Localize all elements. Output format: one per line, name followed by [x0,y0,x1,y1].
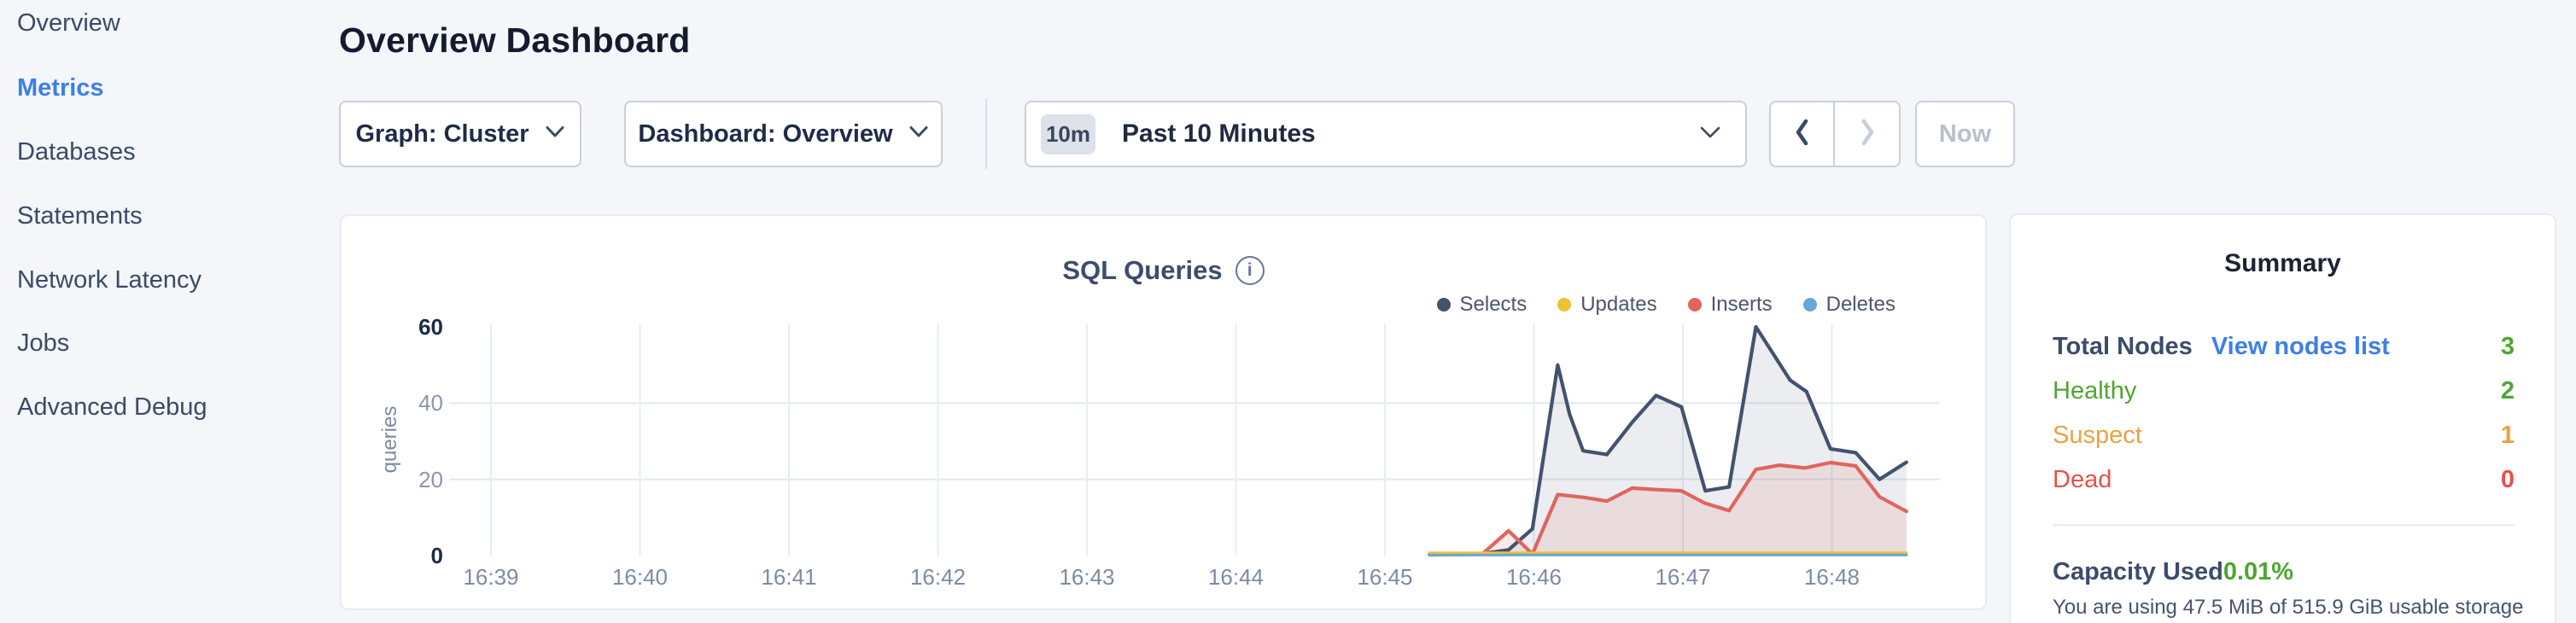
graph-dropdown-label: Graph: Cluster [355,119,529,148]
sidebar: Overview Metrics Databases Statements Ne… [0,0,338,623]
y-axis-tick-label: 40 [418,390,443,416]
dashboard-dropdown[interactable]: Dashboard: Overview [624,101,943,167]
capacity-note: You are using 47.5 MiB of 515.9 GiB usab… [2053,596,2524,623]
chevron-down-icon [1699,125,1721,143]
x-axis-tick-label: 16:39 [463,564,519,590]
x-axis-tick-label: 16:46 [1505,564,1563,590]
suspect-value: 1 [2500,421,2515,449]
page-title: Overview Dashboard [339,20,691,60]
legend-dot-icon [1436,298,1451,312]
info-icon[interactable]: i [1235,256,1265,285]
x-axis-tick-label: 16:40 [611,564,669,590]
toolbar-divider [985,99,987,169]
sidebar-item-jobs[interactable]: Jobs [17,329,70,357]
time-range-selector[interactable]: 10m Past 10 Minutes [1025,101,1747,167]
x-axis-tick-label: 16:44 [1207,564,1265,590]
total-nodes-value: 3 [2500,332,2515,360]
legend-item-inserts: Inserts [1687,293,1773,317]
time-range-label: Past 10 Minutes [1122,119,1316,148]
suspect-label: Suspect [2053,421,2142,449]
selects-series-area [1429,327,1907,556]
summary-panel: Summary Total Nodes View nodes list 3 He… [2009,213,2556,623]
legend-item-deletes: Deletes [1802,293,1895,317]
sidebar-item-overview[interactable]: Overview [17,9,120,37]
chevron-down-icon [545,125,565,143]
capacity-used-row: Capacity Used 0.01% [2053,550,2515,594]
chart-title: SQL Queries [1062,255,1223,285]
dead-label: Dead [2053,465,2112,493]
x-axis-tick-label: 16:48 [1803,564,1860,590]
legend-dot-icon [1802,298,1817,312]
total-nodes-label: Total Nodes [2053,332,2193,360]
sql-queries-plot: 60 40 20 0 16:39 16:40 16:41 16:42 16:43 16:44 16… [342,216,1989,612]
dead-value: 0 [2500,465,2515,493]
x-axis-tick-label: 16:42 [909,564,967,590]
sidebar-item-metrics[interactable]: Metrics [17,74,104,102]
legend-dot-icon [1687,298,1702,312]
y-axis-tick-label: 0 [430,543,443,568]
y-axis-unit-label: queries [378,405,401,474]
next-time-button[interactable] [1835,102,1899,166]
legend-item-selects: Selects [1436,293,1527,317]
sidebar-item-advanced-debug[interactable]: Advanced Debug [17,393,207,421]
legend-label: Inserts [1710,293,1773,316]
chevron-left-icon [1791,118,1814,151]
now-button-label: Now [1938,119,1992,148]
healthy-label: Healthy [2053,376,2137,405]
sidebar-item-databases[interactable]: Databases [17,138,136,166]
summary-title: Summary [2224,249,2341,277]
graph-dropdown[interactable]: Graph: Cluster [339,101,581,167]
selects-series-line [1428,324,1908,556]
time-step-buttons [1769,101,1901,167]
y-axis-tick-label: 60 [418,313,443,340]
chart-legend: Selects Updates Inserts Deletes [1436,293,1895,317]
sql-queries-chart [449,324,1940,557]
x-axis-tick-label: 16:47 [1655,564,1711,590]
suspect-nodes-row: Suspect 1 [2053,413,2515,457]
dashboard-dropdown-label: Dashboard: Overview [638,119,893,148]
previous-time-button[interactable] [1771,102,1835,166]
inserts-series-area [1429,463,1907,556]
view-nodes-list-link[interactable]: View nodes list [2211,332,2390,360]
dead-nodes-row: Dead 0 [2053,457,2515,502]
x-axis-tick-label: 16:43 [1059,564,1115,590]
total-nodes-row: Total Nodes View nodes list 3 [2053,324,2515,369]
legend-item-updates: Updates [1557,293,1657,317]
legend-label: Deletes [1825,293,1895,316]
now-button[interactable]: Now [1915,101,2015,167]
legend-label: Updates [1580,293,1657,316]
healthy-value: 2 [2500,376,2515,405]
summary-divider [2053,524,2515,526]
sql-queries-chart-card: 60 40 20 0 16:39 16:40 16:41 16:42 16:43 16:44 16… [340,214,1987,610]
sidebar-item-network-latency[interactable]: Network Latency [17,266,202,294]
healthy-nodes-row: Healthy 2 [2053,369,2515,413]
chevron-right-icon [1856,118,1878,151]
x-axis-tick-label: 16:45 [1357,564,1413,590]
x-axis-tick-label: 16:41 [761,564,817,590]
sidebar-item-statements[interactable]: Statements [17,202,143,230]
capacity-used-label: Capacity Used [2053,557,2223,585]
capacity-used-value: 0.01% [2223,557,2294,585]
legend-label: Selects [1459,293,1527,316]
chevron-down-icon [908,125,929,143]
legend-dot-icon [1557,298,1572,312]
time-range-badge: 10m [1041,114,1095,154]
y-axis-tick-label: 20 [418,466,443,492]
